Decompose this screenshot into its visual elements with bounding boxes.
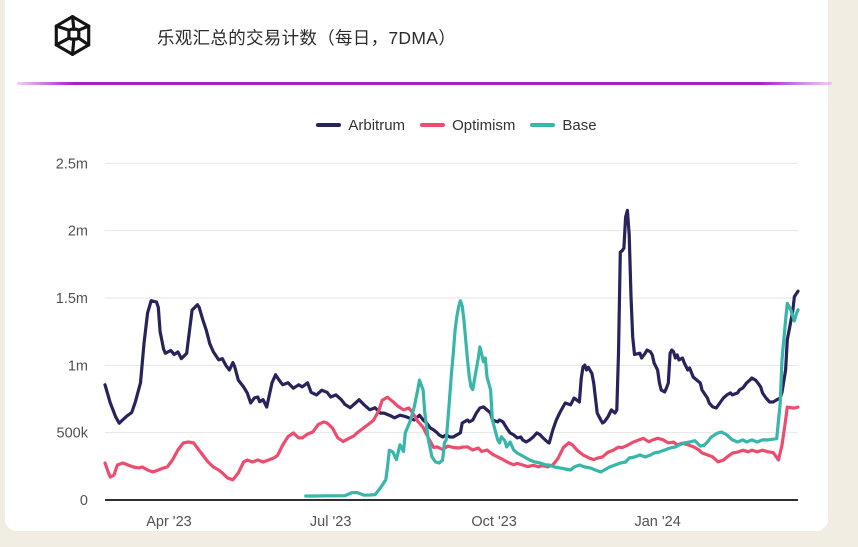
arbitrum-line-swatch bbox=[316, 123, 342, 127]
legend-label: Arbitrum bbox=[348, 116, 406, 134]
optimism-line-swatch bbox=[420, 123, 446, 127]
x-axis-label: Apr '23 bbox=[146, 514, 192, 530]
chart-card: 乐观汇总的交易计数（每日，7DMA） Arbitrum Optimism Bas… bbox=[5, 0, 832, 531]
y-axis-label: 1.5m bbox=[56, 291, 88, 307]
legend-label: Base bbox=[562, 116, 597, 134]
x-axis-label: Jul '23 bbox=[310, 514, 351, 530]
y-axis-label: 2m bbox=[68, 224, 88, 240]
cube-logo bbox=[54, 15, 91, 56]
y-axis-label: 0 bbox=[80, 493, 88, 509]
cube-logo-inner-cube bbox=[67, 27, 81, 41]
y-axis-label: 1m bbox=[68, 358, 88, 374]
y-axis-label: 2.5m bbox=[56, 156, 88, 172]
series-line-optimism[interactable] bbox=[103, 395, 800, 482]
legend-item-optimism[interactable]: Optimism bbox=[420, 117, 515, 134]
series-line-base[interactable] bbox=[304, 299, 800, 498]
page-title: 乐观汇总的交易计数（每日，7DMA） bbox=[157, 28, 457, 48]
series-line-arbitrum[interactable] bbox=[103, 208, 800, 445]
chart-legend: Arbitrum Optimism Base bbox=[110, 112, 803, 138]
x-axis-label: Oct '23 bbox=[471, 514, 516, 530]
legend-item-arbitrum[interactable]: Arbitrum bbox=[316, 117, 405, 134]
cube-logo-edges bbox=[54, 15, 91, 56]
x-axis-label: Jan '24 bbox=[634, 514, 680, 530]
legend-label: Optimism bbox=[452, 116, 516, 134]
legend-item-base[interactable]: Base bbox=[530, 116, 597, 134]
y-axis-label: 500k bbox=[57, 426, 89, 442]
header-divider bbox=[17, 82, 832, 85]
base-line-swatch bbox=[530, 123, 556, 127]
